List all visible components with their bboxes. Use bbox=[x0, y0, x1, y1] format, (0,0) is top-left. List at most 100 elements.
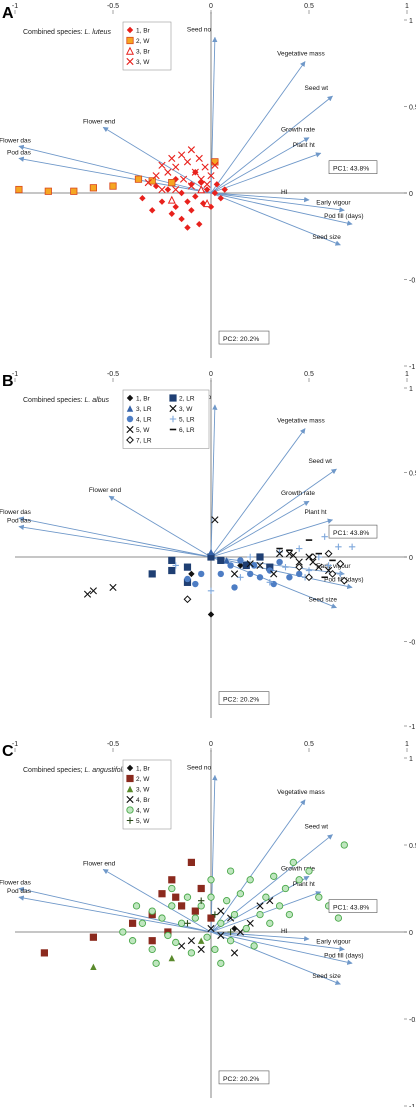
data-point bbox=[168, 154, 176, 162]
series-3-br bbox=[167, 185, 212, 208]
data-point bbox=[242, 561, 250, 570]
data-point bbox=[192, 193, 199, 200]
data-point bbox=[178, 215, 185, 223]
data-point bbox=[211, 158, 219, 166]
data-point bbox=[315, 563, 323, 571]
data-point bbox=[295, 563, 304, 572]
data-point bbox=[242, 924, 250, 933]
series-4-w bbox=[119, 841, 348, 967]
data-point bbox=[340, 576, 349, 585]
legend-entry: 1, Br bbox=[126, 26, 151, 35]
data-point bbox=[178, 942, 186, 950]
data-point bbox=[203, 933, 211, 941]
legend-entry: 7, LR bbox=[126, 436, 152, 445]
y-tick-label: 1 bbox=[409, 386, 413, 393]
data-point bbox=[336, 559, 345, 568]
vector-label: Early vigour bbox=[316, 199, 351, 206]
data-point bbox=[15, 185, 23, 194]
data-point bbox=[231, 584, 238, 591]
vector-label: Flower end bbox=[89, 487, 122, 494]
data-point bbox=[139, 194, 146, 202]
legend-label: 7, LR bbox=[136, 438, 152, 445]
data-point bbox=[168, 566, 176, 575]
loading-vector bbox=[210, 468, 337, 558]
data-point bbox=[223, 557, 230, 564]
x-tick-label: -0.5 bbox=[107, 371, 119, 378]
data-point bbox=[256, 561, 264, 570]
legend-label: 2, W bbox=[136, 38, 150, 45]
legend-marker bbox=[126, 795, 134, 804]
pc2-box bbox=[218, 330, 270, 345]
legend-label: 1, Br bbox=[136, 396, 151, 403]
data-point bbox=[305, 867, 313, 875]
loading-vector bbox=[18, 144, 212, 194]
pc1-label: PC1: 43.8% bbox=[333, 530, 369, 537]
series-2-w bbox=[15, 158, 219, 195]
data-point bbox=[203, 199, 212, 208]
data-point bbox=[217, 907, 225, 915]
data-point bbox=[231, 925, 238, 932]
legend-label: 3, LR bbox=[136, 406, 152, 413]
legend-entry: 2, LR bbox=[169, 394, 195, 403]
pc1-box bbox=[328, 899, 378, 913]
vector-label: Flower das bbox=[0, 880, 32, 887]
data-point bbox=[250, 942, 258, 950]
loading-vector bbox=[210, 152, 322, 194]
x-tick-label: -0.5 bbox=[107, 741, 119, 748]
legend-entry: 6, LR bbox=[169, 427, 195, 434]
pc2-label: PC2: 20.2% bbox=[223, 1076, 259, 1083]
data-point bbox=[89, 184, 97, 192]
data-point bbox=[226, 867, 235, 875]
data-point bbox=[183, 158, 192, 166]
species-name: L. albus bbox=[84, 397, 109, 404]
y-tick-label: 1 bbox=[409, 756, 413, 763]
data-point bbox=[188, 570, 195, 578]
legend-entry: 5, LR bbox=[169, 415, 195, 424]
vector-label: Seed size bbox=[312, 234, 341, 241]
y-tick-label: -0.5 bbox=[409, 640, 416, 647]
x-tick-label: 1 bbox=[405, 741, 409, 748]
data-point bbox=[281, 884, 290, 893]
series-1-br bbox=[231, 925, 238, 932]
data-point bbox=[167, 195, 176, 204]
data-point bbox=[211, 945, 219, 954]
data-point bbox=[324, 549, 333, 558]
data-point bbox=[309, 558, 317, 566]
data-point bbox=[256, 553, 264, 561]
data-point bbox=[217, 570, 224, 578]
data-point bbox=[184, 198, 191, 205]
legend-label: 3, W bbox=[136, 59, 150, 66]
data-point bbox=[207, 203, 215, 211]
legend-marker bbox=[126, 26, 134, 34]
x-tick-label: 0.5 bbox=[304, 741, 314, 748]
loading-vector bbox=[210, 137, 310, 194]
legend-entry: 3, LR bbox=[126, 405, 152, 413]
data-point bbox=[134, 175, 143, 183]
series-1-br bbox=[139, 169, 228, 231]
y-tick-label: 0 bbox=[409, 191, 413, 198]
legend-label: 4, Br bbox=[136, 797, 151, 804]
data-point bbox=[197, 884, 205, 893]
data-point bbox=[262, 893, 270, 901]
data-point bbox=[285, 910, 294, 919]
vector-label: Plant ht bbox=[305, 509, 327, 516]
data-point bbox=[187, 182, 195, 190]
series-2-lr bbox=[148, 553, 274, 586]
x-tick-label: 0 bbox=[209, 3, 213, 10]
data-point bbox=[172, 163, 180, 171]
data-point bbox=[164, 186, 172, 193]
species-caption-prefix: Combined species; bbox=[23, 767, 84, 774]
data-point bbox=[230, 570, 239, 578]
data-point bbox=[207, 611, 215, 618]
data-point bbox=[289, 858, 297, 867]
series-4-br bbox=[178, 897, 274, 957]
series-5-w bbox=[230, 550, 333, 578]
legend-label: 4, LR bbox=[136, 417, 152, 424]
loading-vector bbox=[210, 192, 345, 213]
series-4-lr bbox=[184, 557, 303, 591]
data-point bbox=[172, 893, 180, 901]
legend-marker bbox=[169, 394, 177, 402]
loading-vector bbox=[18, 895, 212, 933]
